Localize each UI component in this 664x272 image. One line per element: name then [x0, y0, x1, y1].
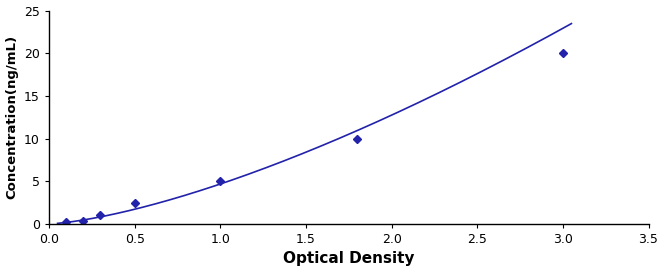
Y-axis label: Concentration(ng/mL): Concentration(ng/mL) [5, 35, 19, 199]
X-axis label: Optical Density: Optical Density [283, 251, 414, 267]
